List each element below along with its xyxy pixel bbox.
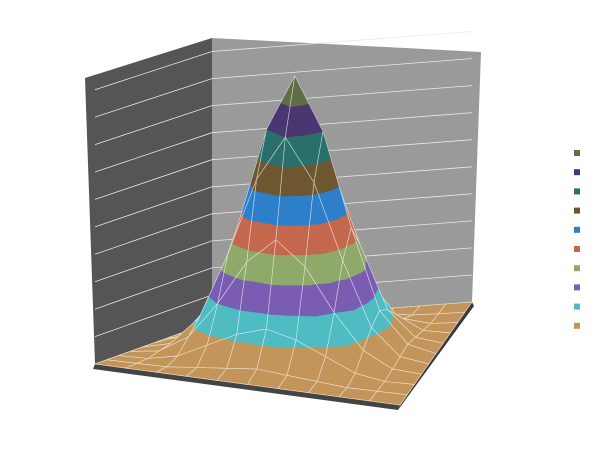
- left-wall: [85, 38, 212, 364]
- legend-swatch: [574, 246, 580, 252]
- grid-line: [94, 220, 473, 283]
- legend-swatch: [574, 188, 580, 195]
- legend-swatch: [574, 169, 580, 176]
- legend-swatch: [574, 150, 580, 156]
- grid-line: [94, 193, 473, 255]
- legend-swatch: [574, 303, 580, 310]
- legend-swatch: [574, 322, 580, 329]
- floor-side: [93, 364, 400, 410]
- grid-line: [94, 31, 473, 91]
- grid-line: [94, 85, 473, 145]
- floor-side: [398, 302, 474, 410]
- grid-line: [94, 166, 473, 228]
- surface-mesh: [368, 390, 408, 406]
- legend-swatch: [574, 207, 580, 214]
- legend-swatch: [574, 265, 580, 272]
- legend-swatch: [574, 284, 580, 291]
- grid-line: [94, 139, 473, 200]
- grid-line: [94, 112, 473, 173]
- legend-swatch: [574, 226, 580, 233]
- grid-line: [94, 247, 473, 310]
- grid-line: [94, 58, 473, 118]
